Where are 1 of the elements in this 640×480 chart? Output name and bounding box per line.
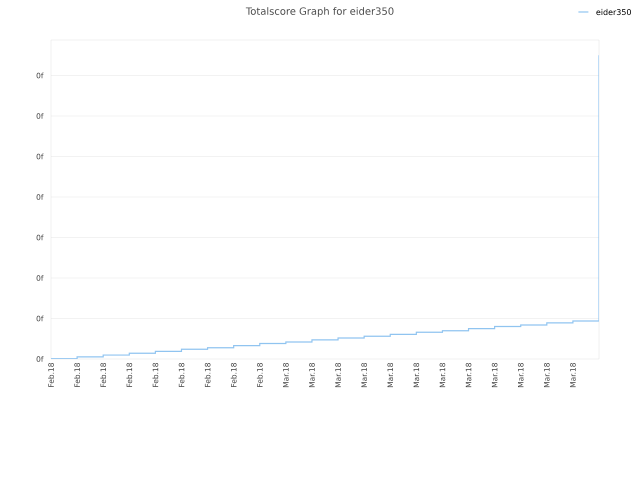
chart-title: Totalscore Graph for eider350 xyxy=(246,7,394,17)
